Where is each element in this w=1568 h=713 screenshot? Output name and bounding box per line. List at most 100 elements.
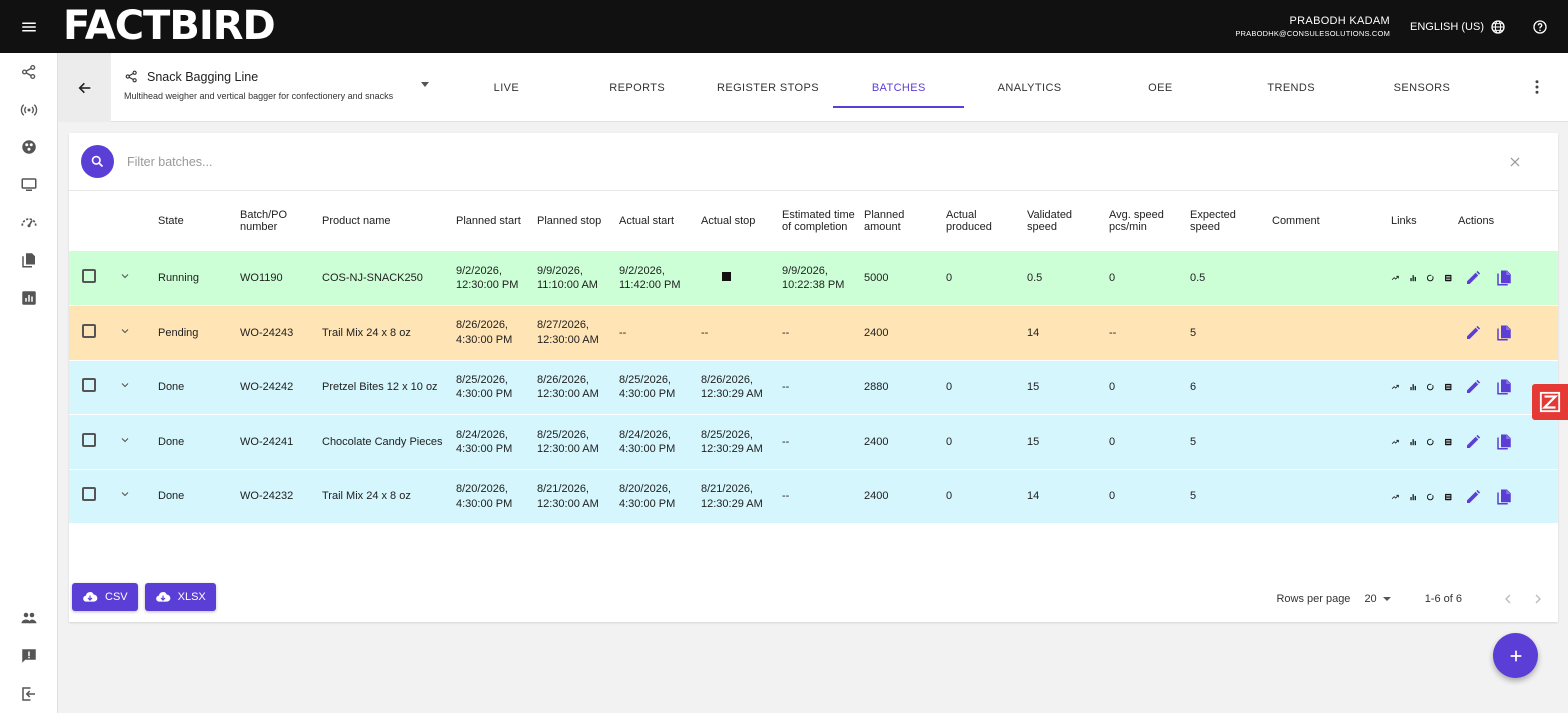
row-checkbox[interactable] — [82, 487, 96, 502]
copy-icon[interactable] — [1495, 324, 1513, 342]
dropdown-arrow-icon — [1382, 597, 1391, 601]
header-product[interactable]: Product name — [322, 215, 391, 227]
factbird-logo[interactable]: FACTBIRD — [63, 3, 276, 49]
add-batch-button[interactable] — [1493, 633, 1538, 678]
tab-sensors[interactable]: SENSORS — [1393, 81, 1451, 94]
line-selector[interactable]: Snack Bagging Line Multihead weigher and… — [111, 53, 441, 121]
copy-icon[interactable] — [1495, 488, 1513, 506]
bar-chart-icon[interactable] — [1409, 434, 1418, 450]
rail-dashboard-button[interactable] — [19, 212, 39, 232]
bar-chart-icon[interactable] — [1409, 270, 1418, 286]
header-expand — [114, 191, 158, 251]
chevron-down-icon[interactable] — [119, 379, 131, 391]
edit-pencil-icon[interactable] — [1464, 378, 1482, 396]
cell-comment — [1272, 251, 1391, 306]
chevron-down-icon[interactable] — [119, 325, 131, 337]
header-planned-start[interactable]: Planned start — [456, 215, 521, 227]
list-doc-icon[interactable] — [1444, 270, 1453, 286]
rail-documents-button[interactable] — [19, 250, 39, 270]
row-checkbox[interactable] — [82, 378, 96, 393]
tab-reports[interactable]: REPORTS — [609, 81, 666, 94]
table-row[interactable]: Running WO1190 COS-NJ-SNACK250 9/2/2026, 12… — [69, 251, 1558, 306]
export-csv-button[interactable]: CSV — [72, 583, 138, 611]
rail-groups-button[interactable] — [19, 137, 39, 157]
row-checkbox[interactable] — [82, 268, 96, 283]
header-eta[interactable]: Estimated time of completion — [782, 209, 855, 233]
chevron-down-icon[interactable] — [119, 270, 131, 282]
rail-monitor-button[interactable] — [19, 175, 39, 195]
trend-line-icon[interactable] — [1391, 489, 1400, 505]
copy-icon[interactable] — [1495, 433, 1513, 451]
list-doc-icon[interactable] — [1444, 379, 1453, 395]
menu-button[interactable] — [0, 0, 57, 53]
table-row[interactable]: Done WO-24242 Pretzel Bites 12 x 10 oz 8/25… — [69, 360, 1558, 415]
header-actual-start[interactable]: Actual start — [619, 215, 675, 227]
prev-page-icon[interactable] — [1500, 591, 1516, 607]
clear-icon[interactable] — [1508, 155, 1522, 169]
tab-batches[interactable]: BATCHES — [833, 53, 964, 122]
header-planned-amount[interactable]: Planned amount — [864, 209, 905, 233]
row-select-cell — [69, 360, 114, 415]
header-select — [69, 191, 114, 251]
row-checkbox[interactable] — [82, 323, 96, 338]
cell-product: COS-NJ-SNACK250 — [322, 251, 456, 306]
list-doc-icon[interactable] — [1444, 434, 1453, 450]
user-info[interactable]: PRABODH KADAM PRABODHK@CONSULESOLUTIONS.… — [1235, 15, 1390, 38]
header-batch[interactable]: Batch/PO number — [240, 209, 288, 233]
row-checkbox[interactable] — [82, 432, 96, 447]
rail-logout-button[interactable] — [19, 684, 39, 704]
cell-avg-speed: 0 — [1109, 251, 1190, 306]
edit-pencil-icon[interactable] — [1464, 433, 1482, 451]
help-button[interactable] — [1532, 19, 1548, 35]
circle-progress-icon[interactable] — [1426, 379, 1435, 395]
search-button[interactable] — [81, 145, 114, 178]
next-page-icon[interactable] — [1530, 591, 1546, 607]
rail-people-button[interactable] — [19, 608, 39, 628]
header-actual-produced[interactable]: Actual produced — [946, 209, 992, 233]
bar-chart-icon[interactable] — [1409, 379, 1418, 395]
header-avg-speed[interactable]: Avg. speed pcs/min — [1109, 209, 1164, 233]
circle-progress-icon[interactable] — [1426, 434, 1435, 450]
header-expected-speed[interactable]: Expected speed — [1190, 209, 1236, 233]
tab-live[interactable]: LIVE — [493, 81, 520, 94]
rail-analytics-button[interactable] — [19, 288, 39, 308]
copy-icon[interactable] — [1495, 269, 1513, 287]
tab-oee[interactable]: OEE — [1148, 81, 1173, 94]
back-button[interactable] — [58, 53, 111, 122]
rail-feedback-button[interactable] — [19, 646, 39, 666]
tab-register-stops[interactable]: REGISTER STOPS — [717, 81, 819, 94]
circle-progress-icon[interactable] — [1426, 270, 1435, 286]
trend-line-icon[interactable] — [1391, 379, 1400, 395]
tab-analytics[interactable]: ANALYTICS — [997, 81, 1062, 94]
export-xlsx-button[interactable]: XLSX — [144, 583, 216, 611]
zendesk-widget-button[interactable] — [1532, 384, 1568, 420]
more-options-button[interactable] — [1528, 78, 1546, 96]
chevron-down-icon[interactable] — [119, 434, 131, 446]
rail-sensors-button[interactable] — [19, 100, 39, 120]
bar-chart-icon[interactable] — [1409, 489, 1418, 505]
header-comment[interactable]: Comment — [1272, 215, 1320, 227]
header-actual-stop[interactable]: Actual stop — [701, 215, 756, 227]
tab-trends[interactable]: TRENDS — [1267, 81, 1315, 94]
header-state[interactable]: State — [158, 215, 184, 227]
row-expand-cell — [114, 305, 158, 361]
trend-line-icon[interactable] — [1391, 270, 1400, 286]
header-planned-stop[interactable]: Planned stop — [537, 215, 602, 227]
edit-pencil-icon[interactable] — [1464, 488, 1482, 506]
table-row[interactable]: Done WO-24232 Trail Mix 24 x 8 oz 8/20/2026… — [69, 469, 1558, 524]
filter-input[interactable] — [127, 154, 1427, 169]
rail-lines-button[interactable] — [19, 62, 39, 82]
trend-line-icon[interactable] — [1391, 434, 1400, 450]
list-doc-icon[interactable] — [1444, 489, 1453, 505]
header-validated-speed[interactable]: Validated speed — [1027, 209, 1073, 233]
chevron-down-icon[interactable] — [119, 488, 131, 500]
table-row[interactable]: Pending WO-24243 Trail Mix 24 x 8 oz 8/26/2… — [69, 305, 1558, 361]
copy-icon[interactable] — [1495, 378, 1513, 396]
rows-per-page-select[interactable]: 20 — [1364, 593, 1391, 605]
table-row[interactable]: Done WO-24241 Chocolate Candy Pieces 8/24/2… — [69, 414, 1558, 470]
circle-progress-icon[interactable] — [1426, 489, 1435, 505]
cell-links — [1391, 360, 1458, 415]
language-selector[interactable]: ENGLISH (US) — [1410, 19, 1506, 35]
edit-pencil-icon[interactable] — [1464, 269, 1482, 287]
edit-pencil-icon[interactable] — [1464, 324, 1482, 342]
